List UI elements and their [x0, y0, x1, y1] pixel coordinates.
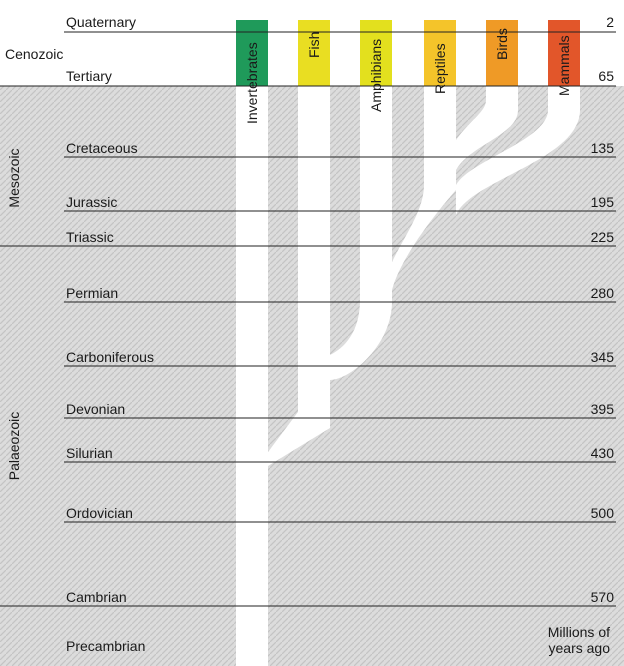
mammals-branch — [456, 86, 580, 215]
mya-silurian: 430 — [590, 445, 614, 461]
label-invertebrates: Invertebrates — [244, 42, 260, 124]
invertebrates-head — [236, 20, 268, 86]
period-precambrian: Precambrian — [66, 638, 146, 654]
mya-ordovician: 500 — [590, 505, 614, 521]
mya-devonian: 395 — [590, 401, 614, 417]
fish-head — [298, 20, 330, 86]
units-label: Millions of years ago — [547, 624, 610, 656]
label-birds: Birds — [494, 28, 510, 60]
period-quaternary: Quaternary — [66, 14, 137, 30]
mya-cambrian: 570 — [590, 589, 614, 605]
era-palaeozoic: Palaeozoic — [6, 411, 22, 481]
mya-tertiary: 65 — [598, 68, 614, 84]
period-silurian: Silurian — [66, 445, 113, 461]
mya-carboniferous: 345 — [590, 349, 614, 365]
birds-head — [486, 20, 518, 86]
mammals-head — [548, 20, 580, 86]
lineage-branches — [236, 86, 580, 666]
mya-cretaceous: 135 — [590, 140, 614, 156]
period-tertiary: Tertiary — [66, 68, 112, 84]
fish-branch — [268, 86, 330, 466]
mya-permian: 280 — [590, 285, 614, 301]
era-cenozoic: Cenozoic — [5, 46, 64, 62]
period-triassic: Triassic — [66, 229, 114, 245]
invertebrates-trunk — [236, 86, 268, 666]
mya-jurassic: 195 — [590, 194, 614, 210]
period-permian: Permian — [66, 285, 119, 301]
era-mesozoic: Mesozoic — [6, 148, 22, 208]
label-fish: Fish — [306, 31, 322, 58]
period-lines — [0, 31, 616, 607]
reptiles-branch — [392, 86, 456, 290]
amphibians-head — [360, 20, 392, 86]
mya-quaternary: 2 — [606, 14, 614, 30]
amphibians-branch — [330, 86, 392, 380]
mya-triassic: 225 — [590, 229, 614, 245]
period-jurassic: Jurassic — [66, 194, 118, 210]
period-cambrian: Cambrian — [66, 589, 127, 605]
reptiles-head — [424, 20, 456, 86]
label-mammals: Mammals — [556, 35, 572, 96]
period-carboniferous: Carboniferous — [66, 349, 154, 365]
birds-branch — [456, 86, 518, 170]
group-heads — [236, 20, 580, 86]
period-ordovician: Ordovician — [66, 505, 133, 521]
period-cretaceous: Cretaceous — [66, 140, 138, 156]
label-amphibians: Amphibians — [368, 38, 384, 112]
period-devonian: Devonian — [66, 401, 126, 417]
label-reptiles: Reptiles — [432, 43, 448, 94]
